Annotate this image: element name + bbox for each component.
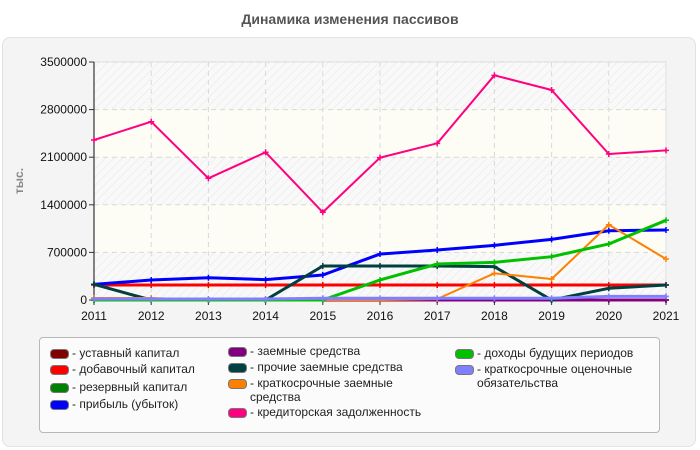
legend-label: - краткосрочные оценочные обязательства [477,362,633,390]
y-tick-label: 2800000 [40,103,87,117]
y-tick-label: 1400000 [40,198,87,212]
legend-item: - кредиторская задолженность [228,405,421,419]
legend-swatch-icon [50,400,69,410]
y-tick-label: 700000 [47,245,87,259]
gridlines [94,61,666,300]
legend-swatch-icon [455,349,474,359]
legend-swatch-icon [228,379,247,389]
x-tick-label: 2011 [81,309,107,323]
legend-swatch-icon [455,365,474,375]
legend-swatch-icon [228,363,247,373]
legend-label: - заемные средства [250,344,361,358]
legend-swatch-icon [228,347,247,357]
legend-item: - резервный капитал [50,380,187,394]
x-tick-label: 2015 [309,309,336,323]
legend-swatch-icon [50,365,69,375]
legend-item: - добавочный капитал [50,362,195,376]
x-tick-label: 2021 [653,309,680,323]
x-tick-label: 2013 [195,309,222,323]
legend-label: - доходы будущих периодов [477,346,634,360]
legend-label: - резервный капитал [72,380,188,394]
series-line [91,293,669,302]
legend-item: - доходы будущих периодов [455,346,633,360]
legend-item: - краткосрочные заемные средства [228,376,393,404]
legend-label: - уставный капитал [72,346,180,360]
y-tick-label: 2100000 [40,150,87,164]
legend-item: - уставный капитал [50,346,179,360]
x-tick-label: 2012 [138,309,165,323]
legend-swatch-icon [50,383,69,393]
chart-title: Динамика изменения пассивов [241,11,459,27]
series-line [91,72,669,216]
legend-label: - прочие заемные средства [250,360,403,374]
y-axis-label: тыс. [12,168,26,194]
legend-item: - заемные средства [228,344,360,358]
legend-swatch-icon [228,408,247,418]
data-series [91,72,669,303]
chart-legend: - уставный капитал - добавочный капитал - … [39,337,660,433]
x-tick-label: 2014 [252,309,279,323]
y-tick-label: 0 [80,293,87,307]
x-tick-label: 2016 [367,309,394,323]
legend-label: - добавочный капитал [72,362,195,376]
y-tick-label: 3500000 [40,55,87,69]
legend-swatch-icon [50,349,69,359]
x-tick-label: 2017 [424,309,451,323]
legend-item: - прибыль (убыток) [50,397,178,411]
legend-item: - прочие заемные средства [228,360,403,374]
legend-item: - краткосрочные оценочные обязательства [455,362,632,390]
legend-label: - кредиторская задолженность [250,405,422,419]
legend-label: - прибыль (убыток) [72,397,179,411]
x-tick-label: 2020 [595,309,622,323]
legend-label: - краткосрочные заемные средства [250,376,393,404]
x-tick-label: 2018 [481,309,508,323]
x-tick-label: 2019 [538,309,565,323]
